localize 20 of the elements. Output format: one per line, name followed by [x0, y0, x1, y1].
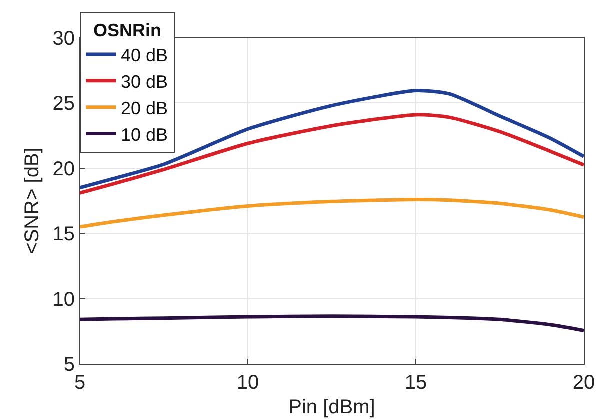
y-tick-label: 15	[52, 224, 75, 246]
y-tick-label: 20	[52, 158, 75, 180]
line-series	[80, 314, 584, 332]
x-tick-label: 20	[572, 372, 596, 394]
x-tick-label: 15	[404, 372, 428, 394]
x-tick-label: 10	[236, 372, 260, 394]
line-series	[80, 113, 584, 195]
y-tick-label: 10	[52, 288, 75, 311]
y-tick-label: 30	[52, 28, 75, 50]
legend-label: 30 dB	[121, 72, 168, 92]
legend-label: 10 dB	[121, 124, 168, 145]
x-axis-title: Pin [dBm]	[288, 396, 376, 418]
legend-title: OSNRin	[93, 20, 162, 40]
y-tick-label: 5	[64, 354, 75, 376]
legend-label: 40 dB	[121, 46, 168, 66]
legend-label: 20 dB	[121, 98, 168, 118]
y-axis-title: <SNR> [dB]	[21, 148, 44, 254]
line-series	[80, 198, 584, 229]
y-tick-label: 25	[52, 93, 75, 116]
line-series	[80, 89, 584, 190]
